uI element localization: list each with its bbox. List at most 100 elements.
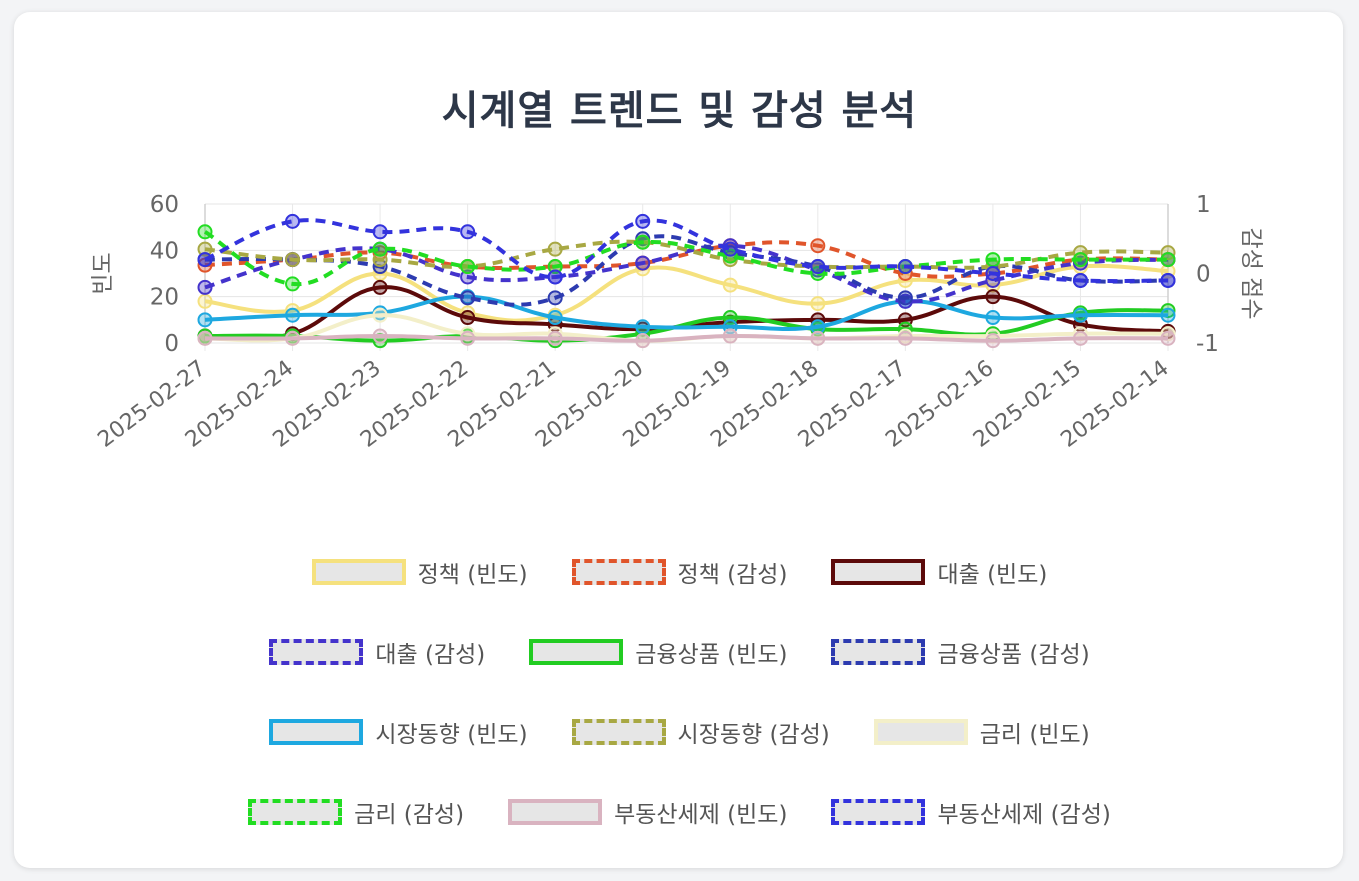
series-line: [204, 333, 1169, 343]
data-point: [460, 269, 476, 285]
y2-tick-label: 0: [1196, 262, 1211, 288]
data-point: [460, 330, 476, 346]
legend-row: 정책 (빈도) 정책 (감성) 대출 (빈도): [0, 532, 1359, 612]
series-group: [197, 259, 1176, 323]
legend-swatch: [571, 559, 666, 585]
y2-tick-label: -1: [1196, 331, 1219, 357]
legend-item[interactable]: 정책 (감성): [571, 555, 788, 589]
legend-label: 금리 (빈도): [979, 722, 1090, 748]
chart-card: [14, 12, 1343, 868]
chart-legend: 정책 (빈도) 정책 (감성) 대출 (빈도) 대출 (감성) 금융상품 (빈도) 금융상…: [0, 532, 1359, 852]
data-point: [1072, 252, 1088, 268]
legend-swatch: [508, 799, 603, 825]
series-group: [197, 328, 1176, 349]
y-tick-label: 60: [150, 192, 179, 218]
data-point: [460, 224, 476, 240]
legend-swatch: [831, 799, 926, 825]
legend-swatch: [311, 559, 406, 585]
legend-label: 정책 (빈도): [417, 562, 528, 588]
data-point: [635, 234, 651, 250]
data-point: [722, 241, 738, 257]
data-point: [635, 319, 651, 335]
data-point: [372, 241, 388, 257]
y-axis-title: 빈도: [90, 252, 116, 294]
y-tick-label: 20: [150, 285, 179, 311]
data-point: [460, 290, 476, 306]
data-point: [197, 241, 213, 257]
legend-swatch: [571, 719, 666, 745]
data-point: [1160, 330, 1176, 346]
legend-item[interactable]: 금융상품 (감성): [831, 635, 1090, 669]
legend-label: 정책 (감성): [677, 562, 788, 588]
legend-label: 부동산세제 (빈도): [614, 802, 788, 828]
data-point: [372, 307, 388, 323]
data-point: [547, 310, 563, 326]
data-point: [635, 333, 651, 349]
series-line: [204, 263, 1169, 323]
series-line: [204, 308, 1169, 343]
data-point: [810, 330, 826, 346]
data-point: [547, 330, 563, 346]
legend-label: 시장동향 (감성): [677, 722, 830, 748]
data-point: [810, 238, 826, 254]
legend-item[interactable]: 금리 (감성): [248, 795, 464, 829]
series-group: [197, 224, 1176, 292]
series-group: [197, 231, 1176, 307]
legend-item[interactable]: 대출 (빈도): [831, 555, 1047, 589]
series-line: [204, 243, 1169, 304]
legend-swatch: [873, 719, 968, 745]
data-point: [985, 252, 1001, 268]
legend-label: 시장동향 (빈도): [375, 722, 528, 748]
legend-row: 금리 (감성) 부동산세제 (빈도) 부동산세제 (감성): [0, 772, 1359, 852]
legend-item[interactable]: 정책 (빈도): [311, 555, 528, 589]
legend-item[interactable]: 부동산세제 (감성): [831, 795, 1111, 829]
legend-label: 금리 (감성): [354, 802, 465, 828]
data-point: [460, 259, 476, 275]
legend-label: 금융상품 (감성): [937, 642, 1090, 668]
legend-item[interactable]: 금리 (빈도): [873, 715, 1090, 749]
data-point: [985, 277, 1001, 293]
legend-label: 금융상품 (빈도): [635, 642, 788, 668]
legend-item[interactable]: 시장동향 (감성): [571, 715, 830, 749]
data-point: [810, 259, 826, 275]
legend-label: 대출 (빈도): [937, 562, 1048, 588]
series-line: [204, 240, 1169, 279]
data-point: [547, 241, 563, 257]
data-point: [197, 224, 213, 240]
data-point: [810, 296, 826, 312]
data-point: [285, 330, 301, 346]
data-point: [1072, 330, 1088, 346]
legend-item[interactable]: 대출 (감성): [269, 635, 485, 669]
series-line: [203, 230, 1168, 286]
legend-swatch: [248, 799, 343, 825]
data-point: [635, 213, 651, 229]
legend-item[interactable]: 부동산세제 (빈도): [508, 795, 787, 829]
legend-row: 시장동향 (빈도) 시장동향 (감성) 금리 (빈도): [0, 692, 1359, 772]
data-point: [897, 330, 913, 346]
data-point: [285, 213, 301, 229]
y-tick-label: 0: [164, 331, 179, 357]
legend-swatch: [269, 719, 364, 745]
legend-item[interactable]: 금융상품 (빈도): [529, 635, 787, 669]
legend-label: 대출 (감성): [375, 642, 486, 668]
legend-label: 부동산세제 (감성): [937, 802, 1111, 828]
y2-axis-title: 감성 점수: [1238, 228, 1264, 320]
data-point: [197, 330, 213, 346]
data-point: [372, 252, 388, 268]
data-point: [372, 224, 388, 240]
series-group: [197, 238, 1176, 309]
data-point: [197, 312, 213, 328]
data-point: [635, 255, 651, 271]
data-point: [897, 290, 913, 306]
data-point: [285, 252, 301, 268]
legend-swatch: [529, 639, 624, 665]
data-point: [285, 276, 301, 292]
data-point: [1160, 252, 1176, 268]
legend-item[interactable]: 시장동향 (빈도): [269, 715, 528, 749]
data-point: [1160, 307, 1176, 323]
series-group: [197, 234, 1176, 275]
legend-swatch: [831, 639, 926, 665]
series-group: [197, 213, 1176, 288]
series-line: [204, 294, 1169, 332]
legend-swatch: [269, 639, 364, 665]
